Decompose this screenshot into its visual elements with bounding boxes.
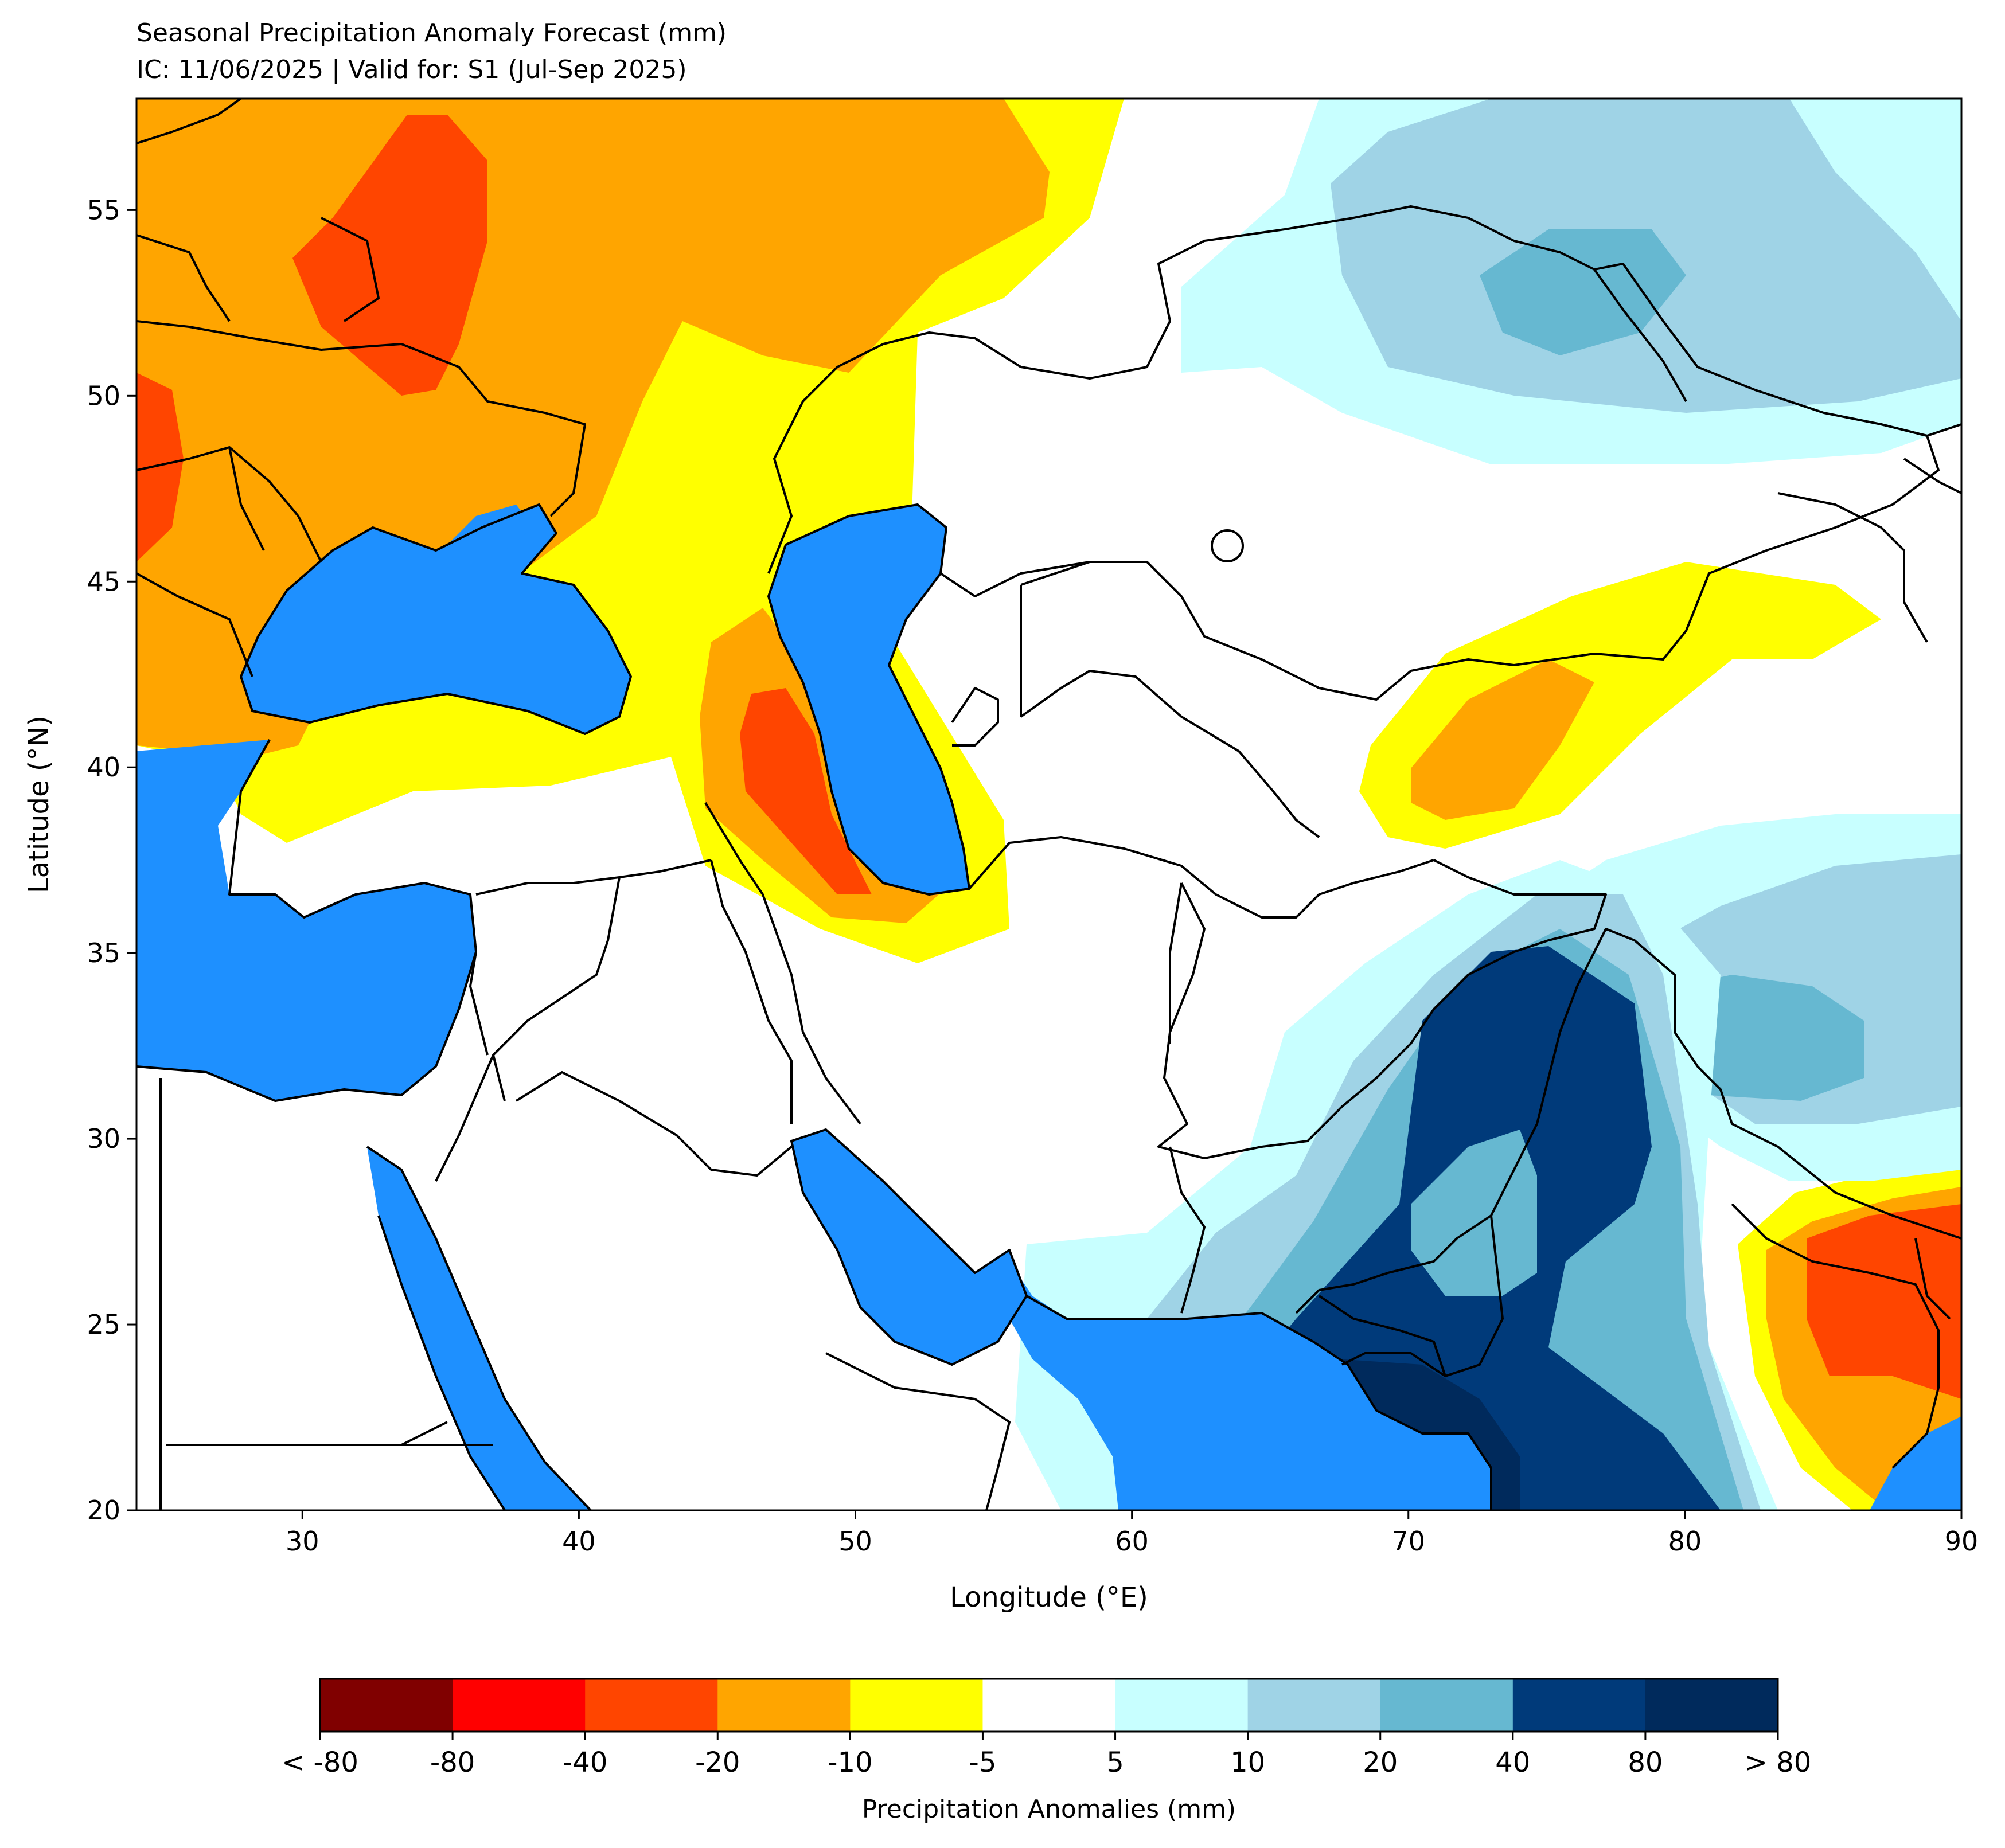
- colorbar-swatch: [1247, 1679, 1381, 1732]
- colorbar-tick-label: < -80: [282, 1747, 358, 1779]
- y-tick-label: 20: [87, 1495, 120, 1526]
- colorbar-label: Precipitation Anomalies (mm): [862, 1795, 1236, 1824]
- x-tick-label: 30: [286, 1526, 319, 1557]
- y-tick-label: 40: [87, 752, 120, 783]
- caspian-coastline: [767, 503, 970, 896]
- colorbar-swatch: [1645, 1679, 1778, 1732]
- europe-borders: [136, 99, 586, 677]
- x-tick-label: 60: [1115, 1526, 1149, 1557]
- anomaly-darkorange-russia: [292, 115, 487, 396]
- x-axis-label: Longitude (°E): [950, 1581, 1148, 1613]
- x-tick-label: 50: [838, 1526, 872, 1557]
- persian-gulf-coastline: [790, 1128, 1028, 1366]
- persian-gulf: [791, 1130, 1027, 1365]
- water-bodies: [136, 505, 1961, 1510]
- iran-border: [704, 802, 1206, 1314]
- colorbar-tick-label: > 80: [1745, 1747, 1812, 1779]
- x-tick-label: 80: [1668, 1526, 1702, 1557]
- south-asia-borders: [1295, 928, 1961, 1469]
- aegean-islands: [189, 745, 264, 814]
- colorbar-swatch: [320, 1679, 453, 1732]
- colorbar-tick-label: 20: [1363, 1747, 1398, 1779]
- colorbar-swatch: [1115, 1679, 1249, 1732]
- x-tick-label: 90: [1945, 1526, 1979, 1557]
- map-plot-area: [136, 99, 1961, 1510]
- anomaly-orange-centralasia: [1411, 659, 1594, 820]
- colorbar-tick-label: 80: [1628, 1747, 1663, 1779]
- y-tick-label: 25: [87, 1309, 120, 1340]
- map-axes-frame: [135, 97, 1963, 1511]
- mediterranean-coastline: [136, 739, 477, 1102]
- colorbar-tick-label: 5: [1106, 1747, 1124, 1779]
- colorbar: < -80 -80 -40 -20 -10 -5 5 10 20 40 80 > 80: [282, 1678, 1812, 1779]
- colorbar-swatch: [585, 1679, 718, 1732]
- aral-lake-outline: [1211, 529, 1244, 562]
- colorbar-tick-label: -40: [563, 1747, 607, 1779]
- y-tick-label: 45: [87, 566, 120, 597]
- y-tick-label: 35: [87, 937, 120, 968]
- country-borders: [136, 99, 1961, 1510]
- anomaly-darkorange-bangladesh: [1807, 1204, 1961, 1399]
- colorbar-tick-label: -20: [695, 1747, 740, 1779]
- map-title: Seasonal Precipitation Anomaly Forecast …: [136, 18, 727, 48]
- arabian-sea-coastline: [1026, 1295, 1492, 1510]
- x-axis-ticks: 30 40 50 60 70 80 90: [286, 1510, 1978, 1557]
- colorbar-swatch: [850, 1679, 983, 1732]
- colorbar-swatch: [982, 1679, 1116, 1732]
- y-tick-label: 30: [87, 1123, 120, 1154]
- red-sea-coastline: [366, 1146, 592, 1510]
- mediterranean-sea: [136, 740, 476, 1101]
- black-sea-coastline: [240, 503, 632, 735]
- middle-east-borders: [435, 859, 1011, 1510]
- egypt-sudan-borders: [159, 1078, 493, 1510]
- anomaly-darkorange-caucasus: [740, 688, 872, 894]
- red-sea: [367, 1147, 591, 1510]
- y-axis-label: Latitude (°N): [23, 716, 55, 893]
- colorbar-swatch: [1380, 1679, 1513, 1732]
- colorbar-swatch: [717, 1679, 851, 1732]
- colorbar-tick-label: 10: [1230, 1747, 1265, 1779]
- colorbar-frame: [319, 1678, 1779, 1733]
- china-north-borders: [1593, 268, 1961, 643]
- colorbar-swatch: [453, 1679, 586, 1732]
- x-tick-label: 70: [1391, 1526, 1425, 1557]
- colorbar-tick-label: -80: [430, 1747, 475, 1779]
- y-tick-label: 55: [87, 194, 120, 225]
- black-sea: [241, 505, 631, 734]
- y-axis-ticks: 20 25 30 35 40 45 50 55: [87, 194, 136, 1526]
- bay-of-bengal: [1870, 1416, 1961, 1510]
- colorbar-tick-label: -10: [828, 1747, 872, 1779]
- y-tick-label: 50: [87, 380, 120, 411]
- afghanistan-border: [1157, 859, 1607, 1159]
- x-tick-label: 40: [562, 1526, 596, 1557]
- uzbekistan-turkmenistan-borders: [951, 561, 1434, 919]
- arabian-sea: [1009, 1261, 1491, 1510]
- colorbar-swatch: [1512, 1679, 1646, 1732]
- map-subtitle: IC: 11/06/2025 | Valid for: S1 (Jul-Sep …: [136, 55, 687, 84]
- kazakhstan-border: [767, 205, 1940, 701]
- colorbar-tick-label: 40: [1495, 1747, 1530, 1779]
- anomaly-darkorange-west: [136, 373, 184, 562]
- colorbar-tick-label: -5: [969, 1747, 997, 1779]
